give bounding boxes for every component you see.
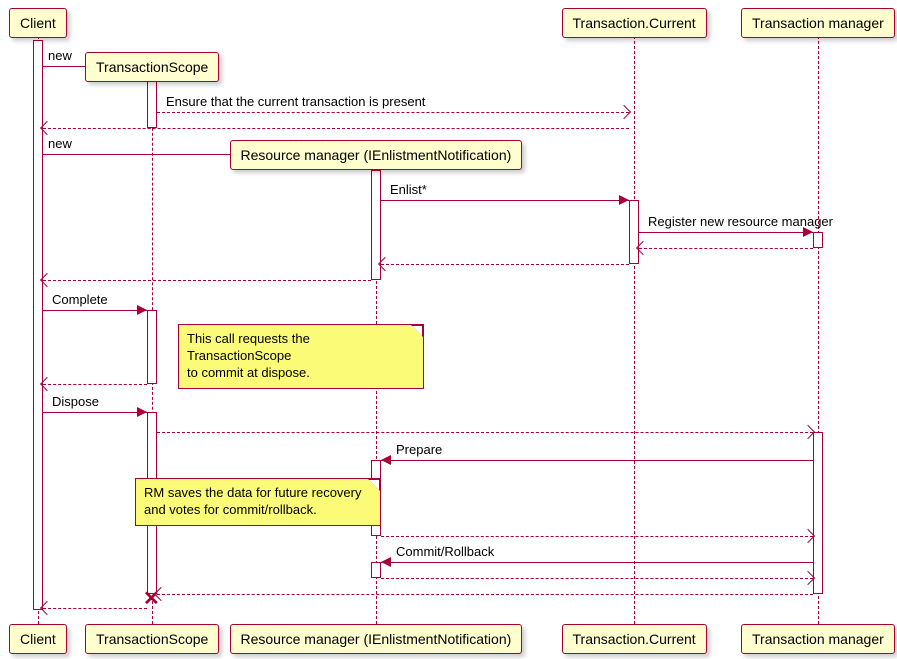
arrow-head: [381, 557, 391, 567]
arrow-head: [619, 195, 629, 205]
arrow-head: [137, 305, 147, 315]
participant-client-bottom: Client: [9, 624, 67, 654]
arrow-head: [617, 105, 631, 119]
message-label: Enlist*: [390, 182, 427, 197]
message-label: Complete: [52, 292, 108, 307]
participant-txcur-bottom: Transaction.Current: [562, 624, 707, 654]
message-line: [43, 384, 147, 385]
message-line: [157, 432, 813, 433]
message-line: [639, 248, 813, 249]
note-line: to commit at dispose.: [187, 365, 415, 382]
participant-rm-top: Resource manager (IEnlistmentNotificatio…: [230, 140, 523, 170]
message-label: Ensure that the current transaction is p…: [166, 94, 425, 109]
activation-scope: [147, 310, 157, 384]
participant-txmgr-bottom: Transaction manager: [741, 624, 895, 654]
message-label: Prepare: [396, 442, 442, 457]
message-label: Register new resource manager: [648, 214, 833, 229]
message-label: new: [48, 48, 72, 63]
participant-client-top: Client: [9, 8, 67, 38]
message-line: [381, 200, 629, 201]
message-line: [157, 112, 629, 113]
message-label: Dispose: [52, 394, 99, 409]
message-line: [157, 594, 813, 595]
note: This call requests the TransactionScopet…: [178, 324, 424, 389]
participant-rm-bottom: Resource manager (IEnlistmentNotificatio…: [230, 624, 523, 654]
message-line: [43, 128, 629, 129]
message-line: [381, 264, 629, 265]
message-line: [381, 562, 813, 563]
arrow-head: [381, 455, 391, 465]
activation-txmgr: [813, 432, 823, 594]
message-line: [43, 310, 147, 311]
arrow-head: [137, 407, 147, 417]
note: RM saves the data for future recoveryand…: [135, 478, 381, 526]
note-line: This call requests the TransactionScope: [187, 331, 415, 365]
message-line: [43, 608, 147, 609]
participant-txmgr-top: Transaction manager: [741, 8, 895, 38]
message-line: [639, 232, 813, 233]
activation-txcur: [629, 200, 639, 264]
message-line: [43, 280, 371, 281]
activation-rm: [371, 562, 381, 578]
activation-txmgr: [813, 232, 823, 248]
sequence-diagram: new Ensure that the current transaction i…: [0, 0, 897, 659]
message-line: [381, 460, 813, 461]
note-line: RM saves the data for future recovery: [144, 485, 372, 502]
message-line: [43, 412, 147, 413]
message-label: Commit/Rollback: [396, 544, 494, 559]
note-line: and votes for commit/rollback.: [144, 502, 372, 519]
message-line: [381, 578, 813, 579]
message-label: new: [48, 136, 72, 151]
message-line: [381, 536, 813, 537]
participant-scope-top: TransactionScope: [85, 52, 219, 82]
participant-scope-bottom: TransactionScope: [85, 624, 219, 654]
destroy-icon: ✕: [143, 586, 160, 611]
participant-txcur-top: Transaction.Current: [562, 8, 707, 38]
